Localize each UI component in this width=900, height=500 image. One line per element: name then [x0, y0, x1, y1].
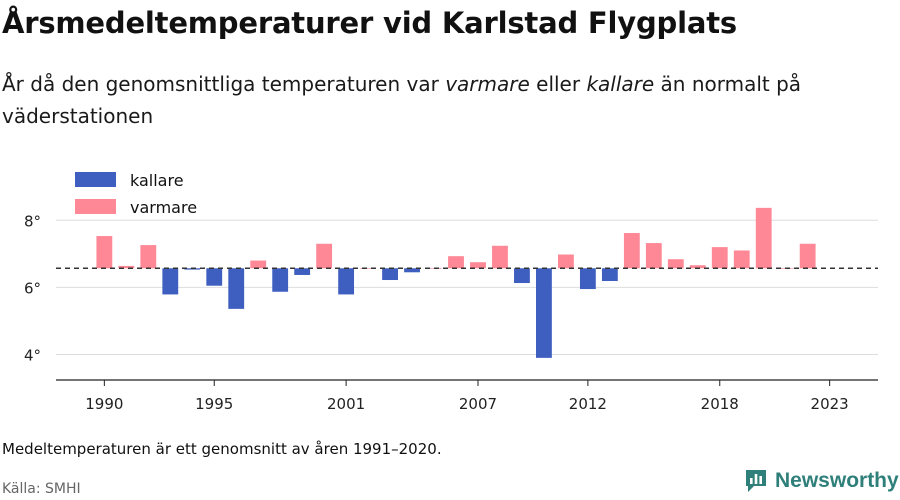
- x-tick-label: 2001: [327, 395, 365, 413]
- bar-1998: [272, 268, 289, 292]
- bar-2016: [667, 259, 684, 269]
- y-tick-label: 6°: [24, 279, 41, 297]
- bar-2011: [557, 254, 574, 269]
- x-tick-label: 2012: [569, 395, 607, 413]
- bar-2018: [711, 247, 728, 269]
- subtitle-part-2: eller: [529, 72, 587, 96]
- chart-subtitle: År då den genomsnittliga temperaturen va…: [2, 68, 882, 132]
- bar-2007: [470, 262, 486, 269]
- bar-2012: [579, 268, 596, 290]
- x-tick-label: 2023: [811, 395, 849, 413]
- bar-2019: [733, 250, 750, 269]
- bar-1991: [118, 265, 135, 269]
- bar-2017: [689, 265, 706, 269]
- subtitle-cold-word: kallare: [586, 72, 655, 96]
- bar-1995: [206, 268, 223, 286]
- bar-2001: [338, 268, 355, 295]
- bar-2015: [645, 243, 662, 269]
- x-axis-ticks: 1990 1995 2001 2007 2012 2018 2023: [85, 380, 849, 413]
- subtitle-part-1: År då den genomsnittliga temperaturen va…: [2, 72, 446, 96]
- bars: [96, 207, 816, 358]
- brand-logo: Newsworthy: [744, 468, 899, 494]
- bar-2000: [316, 243, 333, 269]
- legend-swatch-cold: [75, 172, 116, 187]
- y-tick-label: 8°: [24, 212, 41, 230]
- bar-2009: [514, 268, 530, 284]
- x-tick-label: 1995: [195, 395, 233, 413]
- chart-title: Årsmedeltemperaturer vid Karlstad Flygpl…: [2, 6, 737, 40]
- y-axis-ticks: 4° 6° 8°: [24, 212, 41, 364]
- footnote: Medeltemperaturen är ett genomsnitt av å…: [2, 440, 442, 458]
- bar-1992: [140, 245, 157, 269]
- bar-2013: [601, 268, 618, 282]
- bar-1990: [96, 236, 113, 269]
- subtitle-part-3: än normalt på väderstationen: [2, 72, 802, 128]
- bar-2014: [623, 233, 640, 269]
- bar-2010: [536, 268, 552, 358]
- bar-1999: [294, 268, 311, 275]
- bar-2022: [799, 243, 816, 269]
- bar-2008: [492, 245, 508, 269]
- bar-2006: [448, 256, 464, 269]
- source-credit: Källa: SMHI: [2, 481, 81, 497]
- newsworthy-chart-icon: [746, 470, 766, 492]
- temperature-bar-chart: 4° 6° 8° 1990 1995 2001 2007 2012 2018 2023 kall…: [24, 171, 878, 413]
- bar-2003: [382, 268, 398, 281]
- bar-2002: [360, 268, 377, 269]
- legend-swatch-warm: [75, 199, 116, 214]
- bar-2020: [755, 207, 772, 269]
- bar-1997: [250, 260, 267, 269]
- legend-label-cold: kallare: [130, 171, 184, 190]
- subtitle-warm-word: varmare: [445, 72, 530, 96]
- x-tick-label: 2007: [459, 395, 497, 413]
- bar-1993: [162, 268, 179, 295]
- y-tick-label: 4°: [24, 347, 41, 365]
- brand-name: Newsworthy: [775, 469, 899, 492]
- x-tick-label: 2018: [701, 395, 739, 413]
- grid-lines: [56, 219, 878, 356]
- x-tick-label: 1990: [85, 395, 123, 413]
- bar-2004: [404, 268, 420, 273]
- legend-label-warm: varmare: [130, 198, 197, 217]
- legend: kallare varmare: [75, 171, 197, 217]
- bar-1996: [228, 268, 245, 309]
